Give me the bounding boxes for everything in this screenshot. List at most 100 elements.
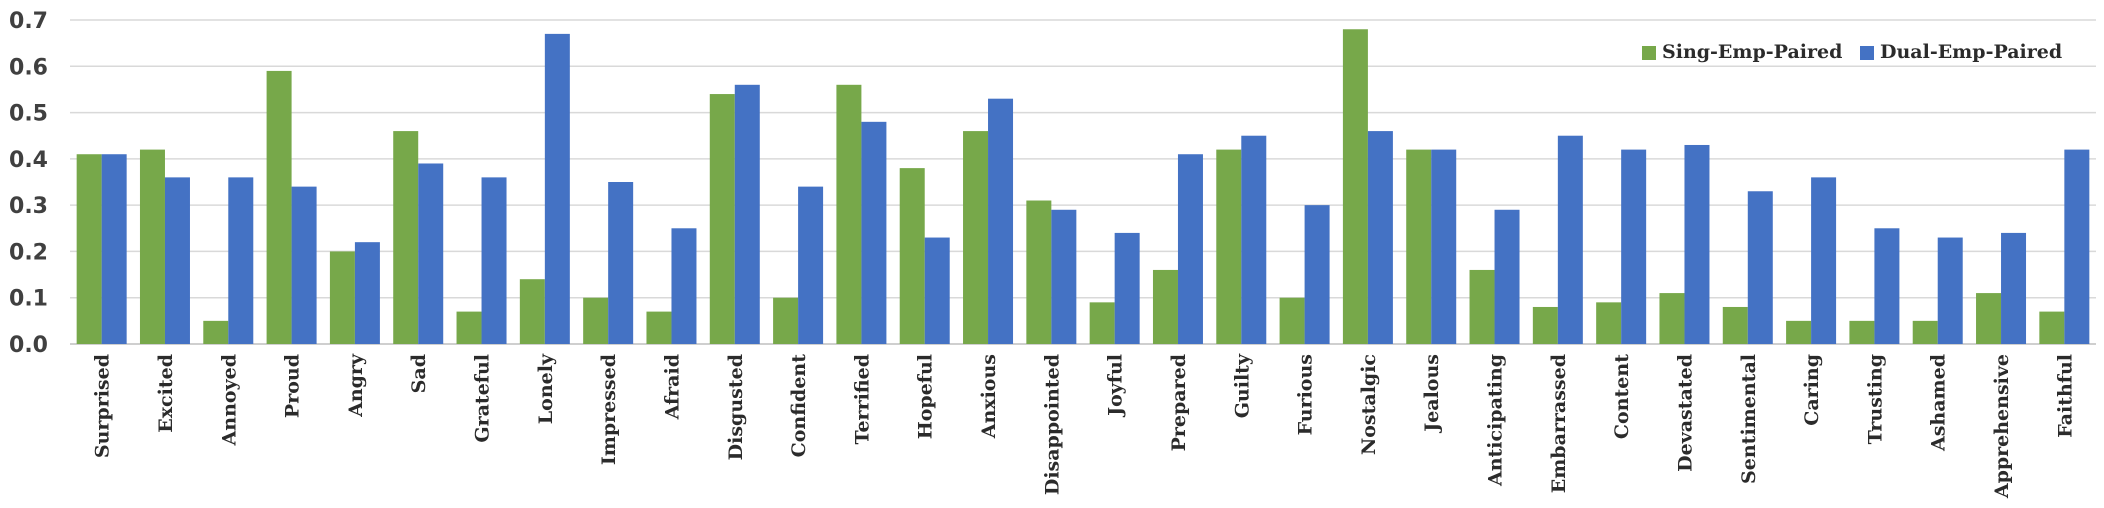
x-tick-label: Angry [345,353,367,418]
legend-swatch-dual-emp-paired [1860,46,1874,60]
bar-sing-emp-paired-ashamed [1912,320,1938,344]
bar-dual-emp-paired-sentimental [1747,191,1773,344]
x-tick-label: Nostalgic [1358,354,1380,455]
x-tick-label: Sentimental [1738,354,1760,484]
bar-sing-emp-paired-sad [393,131,419,344]
bar-dual-emp-paired-annoyed [228,177,254,344]
x-tick-label: Impressed [598,354,620,465]
x-tick-label: Apprehensive [1991,354,2013,499]
x-tick-label: Devastated [1674,354,1696,472]
bar-dual-emp-paired-disgusted [734,84,760,345]
y-tick-label: 0.3 [9,194,48,219]
x-tick-label: Afraid [661,354,683,420]
bar-dual-emp-paired-joyful [1114,232,1140,344]
bar-sing-emp-paired-impressed [583,297,609,344]
x-tick-label: Hopeful [915,354,937,439]
legend-label-sing-emp-paired: Sing-Emp-Paired [1662,41,1842,63]
bar-dual-emp-paired-proud [291,186,317,344]
x-tick-label: Grateful [472,354,494,443]
bar-dual-emp-paired-hopeful [924,237,950,344]
bar-dual-emp-paired-apprehensive [2001,232,2027,344]
x-tick-label: Lonely [535,353,557,424]
bar-dual-emp-paired-impressed [608,182,634,344]
bar-sing-emp-paired-disgusted [709,94,735,344]
y-tick-label: 0.4 [9,148,48,173]
x-tick-label: Sad [408,354,430,393]
bar-dual-emp-paired-lonely [544,33,570,345]
y-axis-tick-labels: 0.0 0.1 0.2 0.3 0.4 0.5 0.6 0.7 [9,9,48,358]
x-tick-label: Prepared [1168,354,1190,451]
bar-sing-emp-paired-afraid [646,311,672,344]
bar-sing-emp-paired-anxious [963,131,989,344]
bar-sing-emp-paired-lonely [519,279,545,344]
bar-dual-emp-paired-surprised [101,154,127,344]
bar-dual-emp-paired-angry [354,242,380,344]
bars [76,29,2090,345]
bar-dual-emp-paired-embarrassed [1557,135,1583,344]
bar-sing-emp-paired-surprised [76,154,102,344]
bar-sing-emp-paired-excited [139,149,165,344]
bar-sing-emp-paired-content [1596,302,1622,344]
x-tick-label: Jealous [1421,354,1443,434]
bar-dual-emp-paired-ashamed [1937,237,1963,344]
bar-dual-emp-paired-content [1621,149,1647,344]
bar-sing-emp-paired-proud [266,70,292,345]
x-tick-label: Disgusted [725,354,747,460]
legend-label-dual-emp-paired: Dual-Emp-Paired [1880,41,2062,63]
bar-dual-emp-paired-faithful [2064,149,2090,344]
x-tick-label: Ashamed [1928,354,1950,452]
x-tick-label: Content [1611,354,1633,439]
x-tick-label: Embarrassed [1548,354,1570,493]
x-tick-label: Annoyed [218,354,240,446]
y-tick-label: 0.5 [9,102,48,127]
x-tick-label: Caring [1801,354,1823,426]
x-tick-label: Confident [788,354,810,458]
bar-dual-emp-paired-anxious [988,98,1014,344]
bar-dual-emp-paired-prepared [1177,154,1203,344]
x-tick-label: Proud [282,354,304,418]
bar-sing-emp-paired-jealous [1406,149,1432,344]
bar-sing-emp-paired-sentimental [1722,306,1748,344]
bar-sing-emp-paired-faithful [2039,311,2065,344]
x-tick-label: Faithful [2054,354,2076,438]
bar-sing-emp-paired-guilty [1216,149,1242,344]
bar-sing-emp-paired-embarrassed [1532,306,1558,344]
x-tick-label: Trusting [1864,354,1886,444]
bar-sing-emp-paired-caring [1786,320,1812,344]
y-tick-label: 0.7 [9,9,48,34]
bar-dual-emp-paired-devastated [1684,144,1710,344]
bar-sing-emp-paired-terrified [836,84,862,345]
bar-sing-emp-paired-annoyed [203,320,229,344]
bar-sing-emp-paired-angry [329,251,355,344]
bar-sing-emp-paired-devastated [1659,293,1685,344]
x-axis-tick-labels: Surprised Excited Annoyed Proud Angry Sad Grat… [92,353,2077,499]
bar-sing-emp-paired-trusting [1849,320,1875,344]
legend: Sing-Emp-Paired Dual-Emp-Paired [1642,41,2062,63]
bar-dual-emp-paired-furious [1304,205,1330,344]
bar-dual-emp-paired-anticipating [1494,209,1520,344]
x-tick-label: Terrified [851,354,873,444]
y-tick-label: 0.1 [9,287,48,312]
bar-dual-emp-paired-sad [418,163,444,344]
x-tick-label: Guilty [1231,353,1253,418]
bar-sing-emp-paired-prepared [1152,269,1178,344]
bar-sing-emp-paired-anticipating [1469,269,1495,344]
y-tick-label: 0.0 [9,333,48,358]
bar-dual-emp-paired-trusting [1874,228,1900,344]
legend-swatch-sing-emp-paired [1642,46,1656,60]
bar-sing-emp-paired-apprehensive [1976,293,2002,344]
x-tick-label: Furious [1295,354,1317,435]
bar-sing-emp-paired-nostalgic [1342,29,1368,345]
y-tick-label: 0.2 [9,240,48,265]
bar-dual-emp-paired-excited [164,177,190,344]
x-tick-label: Surprised [92,354,114,458]
bar-dual-emp-paired-disappointed [1051,209,1077,344]
x-tick-label: Anxious [978,354,1000,439]
bar-dual-emp-paired-nostalgic [1367,131,1393,344]
x-tick-label: Anticipating [1485,354,1507,487]
bar-dual-emp-paired-caring [1811,177,1837,344]
bar-sing-emp-paired-grateful [456,311,482,344]
bar-sing-emp-paired-disappointed [1026,200,1052,344]
bar-dual-emp-paired-grateful [481,177,507,344]
